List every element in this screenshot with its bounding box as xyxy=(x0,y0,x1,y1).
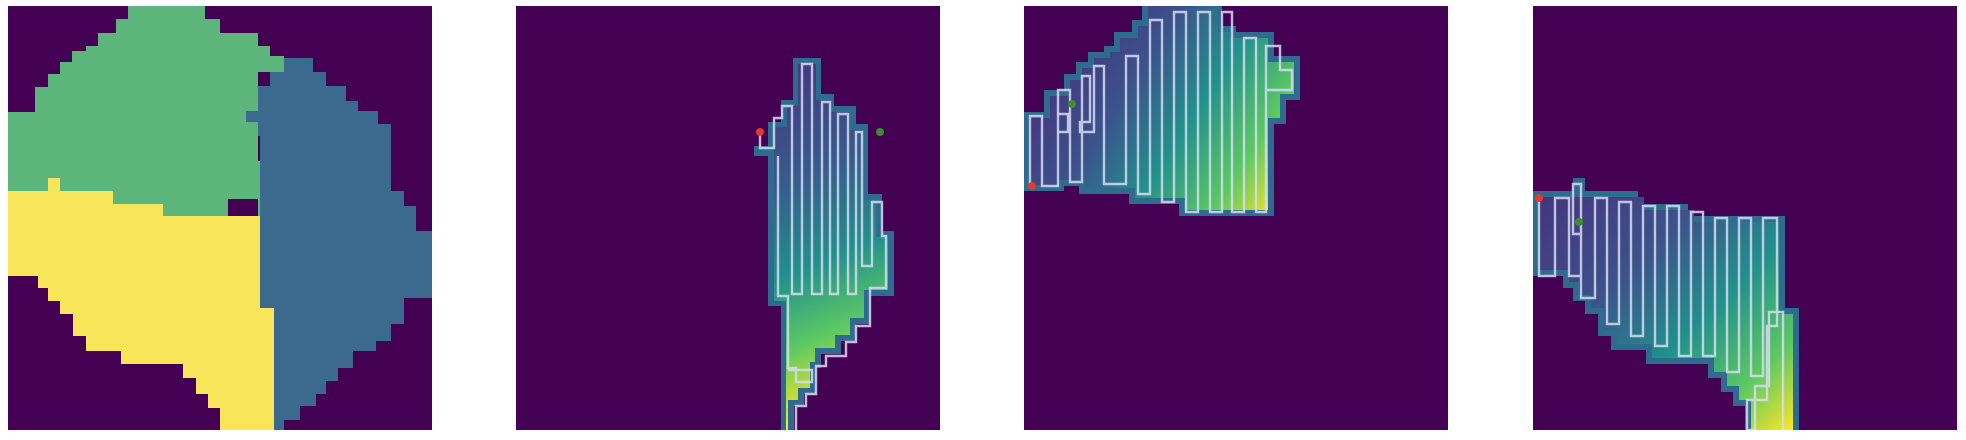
end-marker xyxy=(1068,100,1076,108)
coverage-panel-region-3 xyxy=(1533,6,1957,430)
coverage-map-region-1 xyxy=(516,6,940,430)
segmentation-map xyxy=(8,6,432,430)
segmentation-panel xyxy=(8,6,432,430)
end-marker xyxy=(1575,218,1583,226)
start-marker xyxy=(1535,194,1543,202)
coverage-map-region-3 xyxy=(1533,6,1957,430)
coverage-map-region-2 xyxy=(1024,6,1448,430)
end-marker xyxy=(876,128,884,136)
start-marker xyxy=(756,128,764,136)
start-marker xyxy=(1028,182,1036,190)
coverage-panel-region-2 xyxy=(1024,6,1448,430)
coverage-panel-region-1 xyxy=(516,6,940,430)
